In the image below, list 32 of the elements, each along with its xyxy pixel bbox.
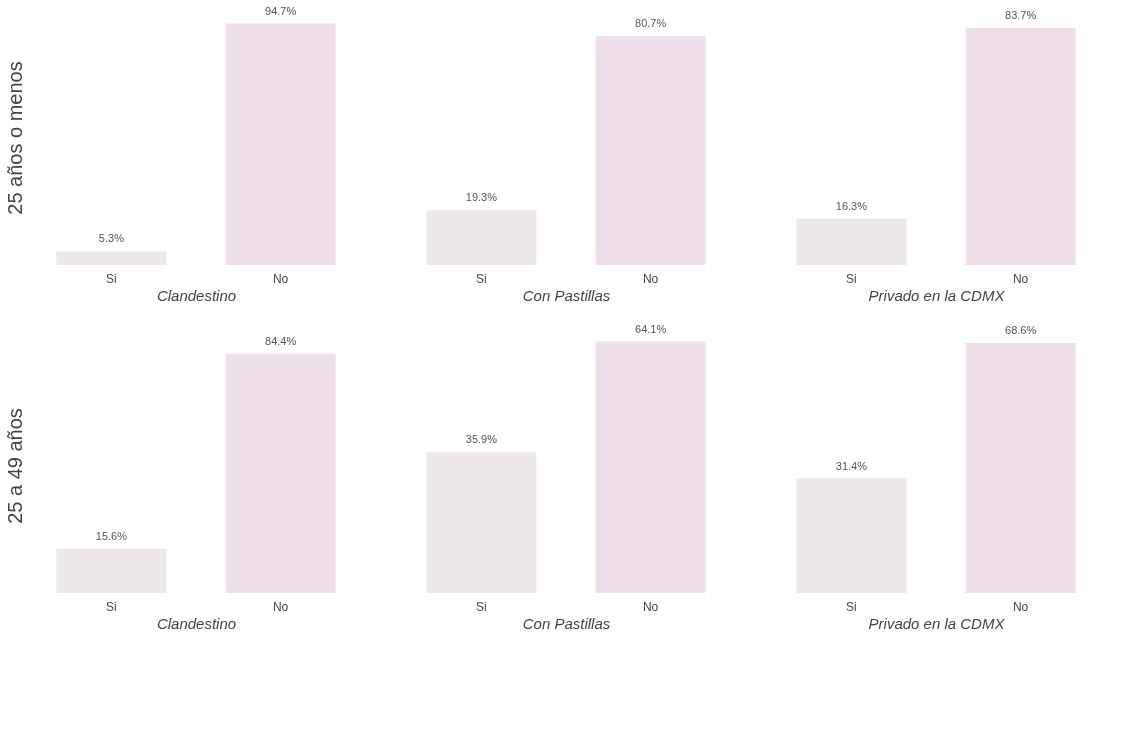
data-label: 83.7%	[1005, 8, 1037, 21]
x-axis-title: Con Pastillas	[522, 286, 611, 304]
data-label: 5.3%	[98, 232, 125, 245]
data-label: 35.9%	[465, 433, 498, 446]
x-tick-label: No	[642, 599, 659, 614]
x-tick-label: No	[272, 271, 289, 286]
x-tick-label: Si	[846, 271, 857, 286]
x-axis-title: Clandestino	[156, 286, 237, 304]
data-label: 31.4%	[835, 459, 868, 472]
x-tick-label: Si	[106, 271, 117, 286]
data-label: 68.6%	[1005, 324, 1037, 337]
x-tick-label: Si	[846, 599, 857, 614]
x-axis-title: Privado en la CDMX	[868, 286, 1006, 304]
data-label: 64.1%	[635, 322, 667, 335]
data-label: 84.4%	[265, 334, 297, 347]
x-tick-label: Si	[106, 599, 117, 614]
x-axis-title: Clandestino	[156, 614, 237, 632]
x-tick-label: No	[642, 271, 659, 286]
x-tick-label: No	[272, 599, 289, 614]
data-label: 80.7%	[635, 17, 667, 30]
data-label: 94.7%	[265, 4, 297, 17]
data-label: 16.3%	[835, 199, 868, 212]
x-axis-title: Privado en la CDMX	[868, 614, 1006, 632]
x-axis-title: Con Pastillas	[522, 614, 611, 632]
x-tick-label: No	[1012, 271, 1029, 286]
data-label: 19.3%	[465, 191, 498, 204]
data-label: 15.6%	[95, 529, 128, 542]
x-tick-label: Si	[476, 599, 487, 614]
x-tick-label: No	[1012, 599, 1029, 614]
y-axis-title: 25 años o menos	[3, 61, 26, 215]
y-axis-title: 25 a 49 años	[3, 408, 26, 524]
x-tick-label: Si	[476, 271, 487, 286]
